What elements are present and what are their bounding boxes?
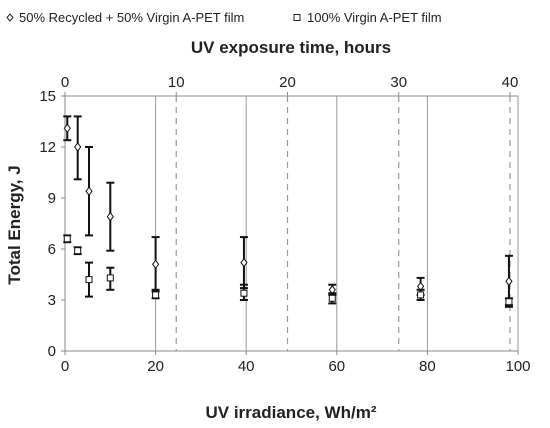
point-diamond bbox=[63, 123, 71, 134]
y-tick-label: 6 bbox=[48, 241, 56, 258]
x-tick-label: 60 bbox=[328, 358, 345, 375]
tick-labels: 0 3 6 9 12 15 0 20 40 60 80 100 0 10 20 30 40 bbox=[39, 74, 530, 375]
point-diamond bbox=[85, 186, 93, 197]
y-axis-title: Total Energy, J bbox=[5, 165, 24, 284]
x2-tick-label: 10 bbox=[168, 74, 185, 91]
point-diamond bbox=[505, 276, 513, 287]
y-tick-label: 3 bbox=[48, 292, 56, 309]
point-square bbox=[152, 291, 160, 299]
x-tick-label: 40 bbox=[238, 358, 255, 375]
point-square bbox=[63, 235, 71, 243]
legend-marker-square bbox=[293, 14, 301, 21]
point-diamond bbox=[74, 142, 82, 152]
point-diamond bbox=[240, 257, 248, 268]
point-diamond bbox=[151, 259, 160, 270]
point-square bbox=[505, 298, 513, 306]
point-square bbox=[106, 274, 114, 282]
x-tick-label: 80 bbox=[419, 358, 436, 375]
x-tick-label: 100 bbox=[505, 358, 530, 375]
legend: 50% Recycled + 50% Virgin A-PET film 100… bbox=[6, 10, 442, 25]
point-square bbox=[74, 247, 82, 255]
legend-label-virgin: 100% Virgin A-PET film bbox=[307, 10, 442, 25]
x-tick-label: 20 bbox=[147, 358, 164, 375]
x2-tick-label: 20 bbox=[279, 74, 296, 91]
point-square bbox=[240, 289, 248, 297]
y-tick-label: 15 bbox=[39, 88, 56, 105]
point-diamond bbox=[106, 211, 114, 222]
x2-tick-label: 0 bbox=[61, 74, 69, 91]
point-square bbox=[85, 276, 93, 284]
data-marks bbox=[63, 115, 513, 308]
x-tick-label: 0 bbox=[61, 358, 69, 375]
bottom-axis-title: UV irradiance, Wh/m² bbox=[206, 403, 377, 422]
gridlines bbox=[155, 96, 519, 351]
top-axis-title: UV exposure time, hours bbox=[191, 38, 391, 57]
point-square bbox=[417, 291, 425, 299]
y-tick-label: 9 bbox=[48, 190, 56, 207]
x2-tick-label: 40 bbox=[502, 74, 519, 91]
y-tick-label: 12 bbox=[39, 139, 56, 156]
point-square bbox=[328, 294, 336, 302]
axes bbox=[61, 92, 519, 355]
legend-marker-diamond bbox=[6, 13, 14, 22]
legend-label-recycled: 50% Recycled + 50% Virgin A-PET film bbox=[19, 10, 244, 25]
x2-tick-label: 30 bbox=[390, 74, 407, 91]
y-tick-label: 0 bbox=[48, 343, 56, 360]
